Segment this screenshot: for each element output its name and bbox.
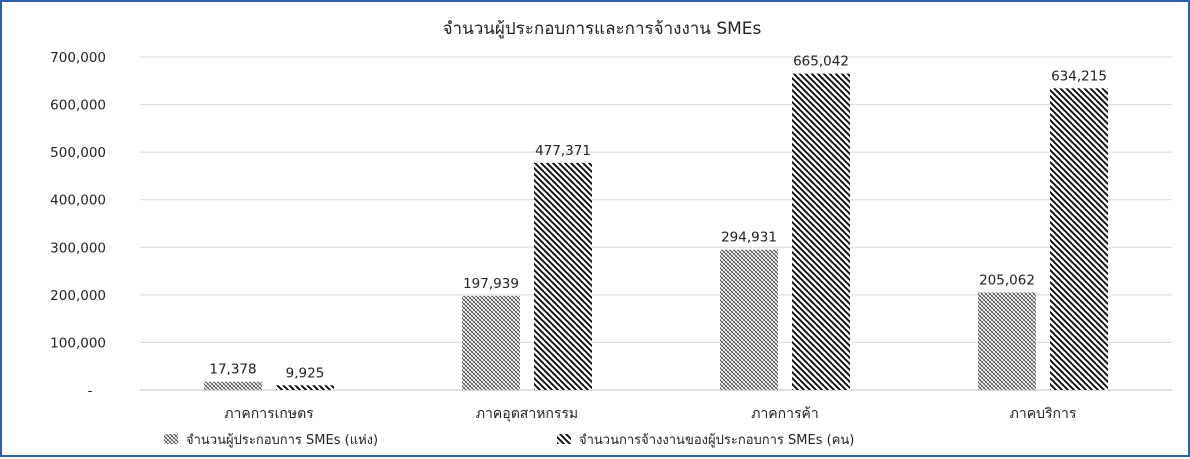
y-tick-label: 100,000 bbox=[50, 335, 106, 351]
bars: 17,378 9,925 197,939 477,371 294,931 665,042 2… bbox=[204, 54, 1108, 391]
x-tick-label: ภาคบริการ bbox=[1010, 406, 1077, 422]
data-label: 477,371 bbox=[535, 143, 591, 159]
gridlines bbox=[140, 56, 1172, 391]
bar-operators bbox=[204, 381, 262, 390]
bar-employment bbox=[792, 73, 850, 391]
y-tick-label: - bbox=[88, 383, 93, 399]
legend-swatch bbox=[557, 434, 571, 444]
y-tick-label: 200,000 bbox=[50, 288, 106, 304]
data-label: 197,939 bbox=[463, 276, 519, 292]
legend-label: จำนวนการจ้างงานของผู้ประกอบการ SMEs (คน) bbox=[579, 433, 854, 448]
bar-operators bbox=[720, 249, 778, 390]
y-tick-label: 600,000 bbox=[50, 98, 106, 114]
x-tick-label: ภาคอุตสาหกรรม bbox=[476, 406, 578, 422]
data-label: 294,931 bbox=[721, 230, 777, 246]
bar-operators bbox=[978, 292, 1036, 390]
y-axis: - 100,000 200,000 300,000 400,000 500,000 600,… bbox=[50, 50, 106, 399]
x-tick-label: ภาคการค้า bbox=[751, 406, 819, 422]
x-axis: ภาคการเกษตร ภาคอุตสาหกรรม ภาคการค้า ภาคบริก… bbox=[224, 406, 1077, 422]
legend-label: จำนวนผู้ประกอบการ SMEs (แห่ง) bbox=[186, 433, 378, 448]
bar-employment bbox=[534, 162, 592, 390]
data-label: 205,062 bbox=[979, 272, 1035, 288]
data-label: 9,925 bbox=[286, 365, 325, 381]
y-tick-label: 300,000 bbox=[50, 240, 106, 256]
y-tick-label: 500,000 bbox=[50, 145, 106, 161]
bar-operators bbox=[462, 295, 520, 390]
data-label: 634,215 bbox=[1051, 68, 1107, 84]
y-tick-label: 700,000 bbox=[50, 50, 106, 66]
chart-title: จำนวนผู้ประกอบการและการจ้างงาน SMEs bbox=[443, 19, 762, 39]
x-tick-label: ภาคการเกษตร bbox=[224, 406, 314, 422]
bar-employment bbox=[276, 385, 334, 390]
bar-employment bbox=[1050, 88, 1108, 390]
y-tick-label: 400,000 bbox=[50, 193, 106, 209]
data-label: 665,042 bbox=[793, 54, 849, 70]
data-label: 17,378 bbox=[209, 362, 256, 378]
legend: จำนวนผู้ประกอบการ SMEs (แห่ง) จำนวนการจ้า… bbox=[164, 433, 854, 448]
legend-swatch bbox=[164, 434, 178, 444]
